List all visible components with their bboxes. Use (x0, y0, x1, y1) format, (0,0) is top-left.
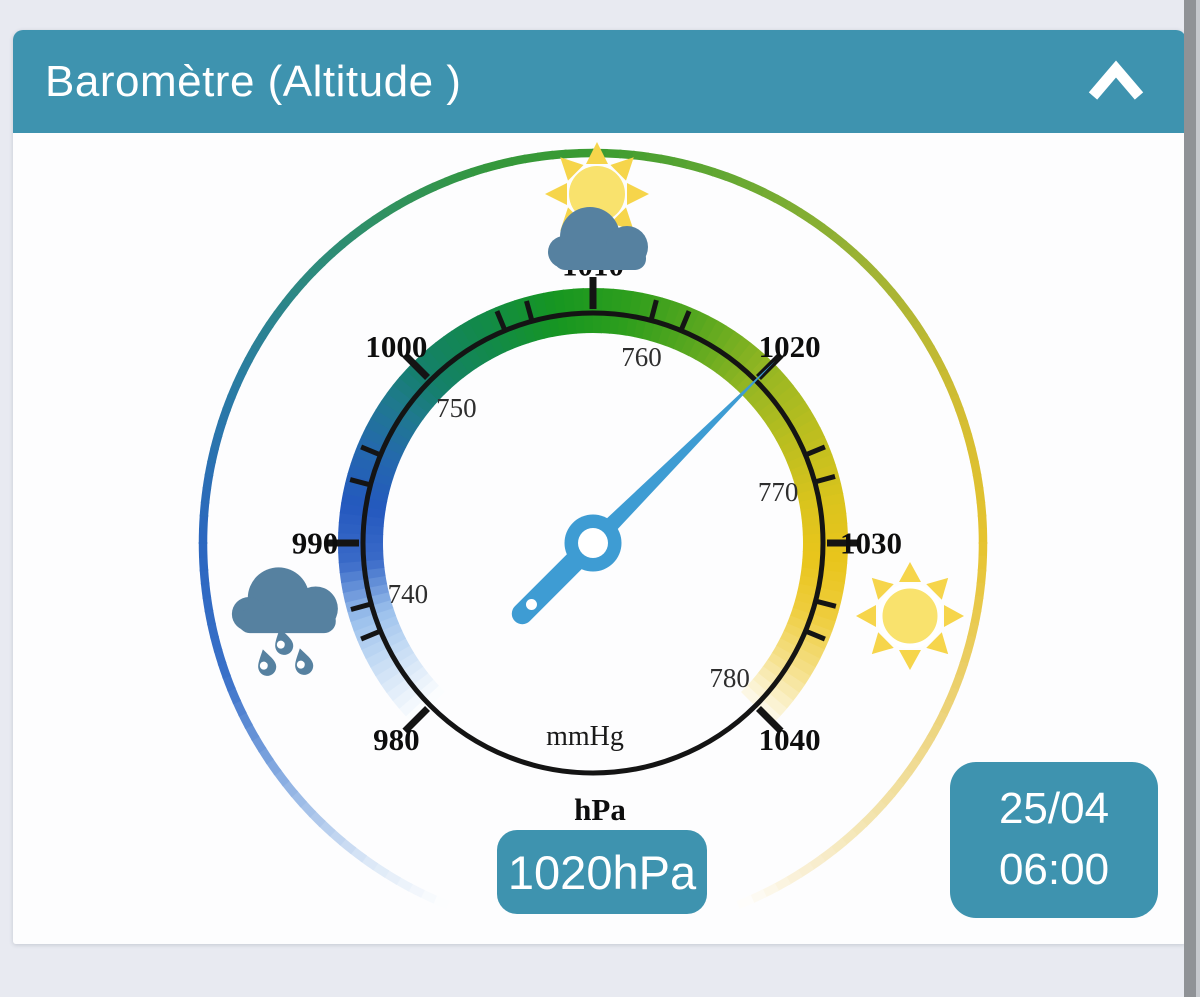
barometer-card: Baromètre (Altitude ) 980990100010101020… (13, 30, 1186, 944)
svg-text:1000: 1000 (365, 329, 427, 364)
screen-edge (1196, 0, 1200, 997)
date-text: 25/04 (998, 784, 1110, 834)
gauge-mmhg-circle (360, 310, 826, 776)
sun-cloud-icon (545, 142, 649, 270)
svg-text:750: 750 (436, 393, 477, 423)
card-header: Baromètre (Altitude ) (13, 30, 1186, 133)
pressure-value-badge: 1020hPa (497, 830, 707, 914)
svg-text:740: 740 (388, 579, 429, 609)
datetime-badge: 25/04 06:00 (950, 762, 1158, 918)
gauge-mmhg-labels: 740 750 760 770 780 (388, 342, 799, 693)
card-body: 98099010001010102010301040 7407507607707… (13, 133, 1186, 944)
rain-cloud-icon (231, 567, 338, 676)
svg-text:770: 770 (758, 477, 799, 507)
svg-text:990: 990 (292, 526, 339, 561)
svg-text:1040: 1040 (759, 722, 821, 757)
svg-text:mmHg: mmHg (546, 721, 624, 752)
sun-icon (856, 562, 964, 670)
svg-text:980: 980 (373, 722, 420, 757)
gauge-color-band (337, 287, 849, 724)
chevron-up-icon (1088, 60, 1144, 100)
svg-text:780: 780 (709, 663, 750, 693)
collapse-button[interactable] (1084, 56, 1148, 108)
cloud-part (231, 567, 338, 634)
scrollbar[interactable] (1184, 0, 1196, 997)
gauge-hpa-labels: 98099010001010102010301040 (292, 248, 902, 758)
gauge-tick-marks (327, 277, 859, 734)
gauge-outer-ring (198, 148, 988, 909)
barometer-gauge: 98099010001010102010301040 7407507607707… (198, 142, 988, 909)
svg-text:760: 760 (621, 342, 662, 372)
time-text: 06:00 (998, 845, 1110, 894)
card-title: Baromètre (Altitude ) (45, 56, 462, 106)
svg-text:1030: 1030 (840, 526, 902, 561)
svg-text:hPa: hPa (574, 792, 626, 827)
gauge-unit-labels: mmHg hPa (546, 721, 626, 827)
gauge-needle (511, 360, 776, 625)
svg-text:1020: 1020 (759, 329, 821, 364)
pressure-value-text: 1020hPa (507, 845, 697, 899)
raindrops (258, 628, 314, 676)
cloud-part (548, 207, 648, 270)
